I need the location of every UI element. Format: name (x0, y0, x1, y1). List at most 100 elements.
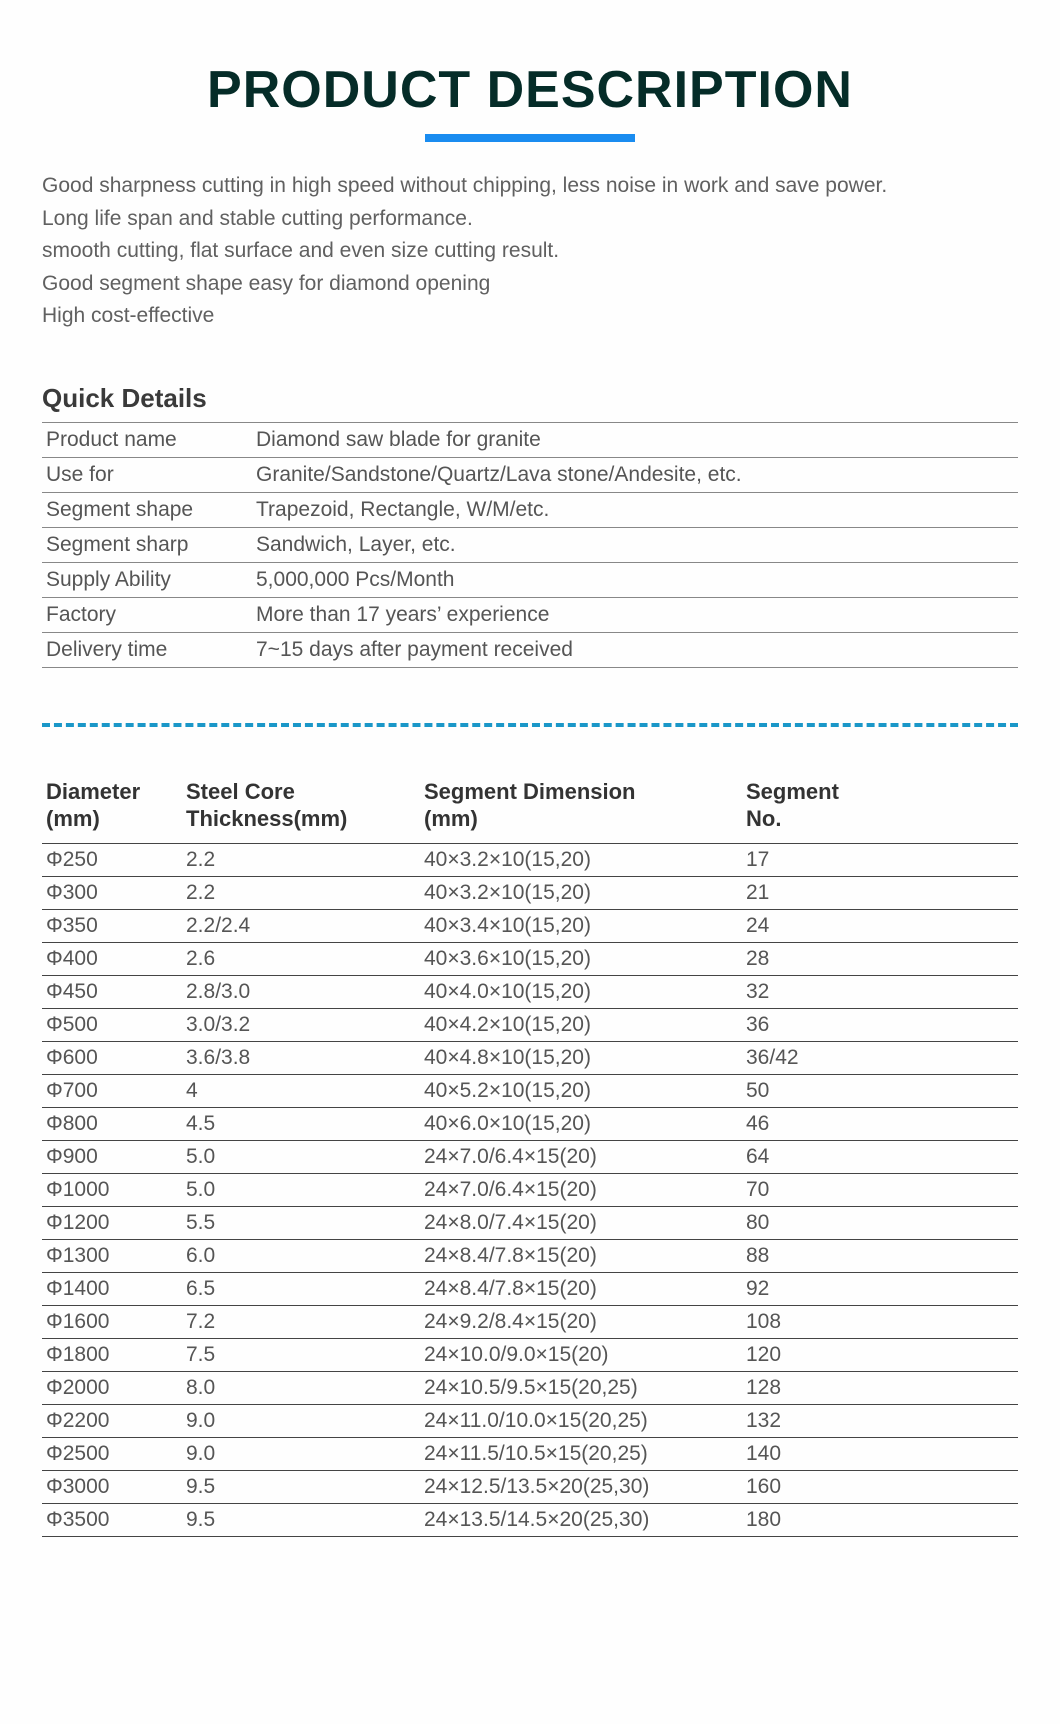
spec-cell-thickness: 6.5 (182, 1272, 412, 1305)
quick-details-value: 5,000,000 Pcs/Month (252, 562, 1018, 597)
spec-row: Φ4002.640×3.6×10(15,20)28 (42, 942, 1018, 975)
spec-header-diameter: Diameter(mm) (42, 772, 182, 844)
spec-cell-segdim: 40×4.0×10(15,20) (412, 975, 742, 1008)
spec-cell-segdim: 24×10.0/9.0×15(20) (412, 1338, 742, 1371)
description-block: Good sharpness cutting in high speed wit… (42, 170, 1018, 333)
spec-cell-segno: 21 (742, 876, 1018, 909)
quick-details-row: Use forGranite/Sandstone/Quartz/Lava sto… (42, 457, 1018, 492)
spec-cell-thickness: 2.6 (182, 942, 412, 975)
spec-cell-segno: 64 (742, 1140, 1018, 1173)
spec-cell-segno: 108 (742, 1305, 1018, 1338)
spec-row: Φ12005.524×8.0/7.4×15(20)80 (42, 1206, 1018, 1239)
spec-cell-diameter: Φ300 (42, 876, 182, 909)
spec-row: Φ25009.024×11.5/10.5×15(20,25)140 (42, 1437, 1018, 1470)
spec-header-row: Diameter(mm) Steel CoreThickness(mm) Seg… (42, 772, 1018, 844)
spec-cell-thickness: 4.5 (182, 1107, 412, 1140)
quick-details-table: Product nameDiamond saw blade for granit… (42, 422, 1018, 668)
spec-cell-segdim: 40×4.8×10(15,20) (412, 1041, 742, 1074)
quick-details-value: 7~15 days after payment received (252, 632, 1018, 667)
spec-row: Φ3002.240×3.2×10(15,20)21 (42, 876, 1018, 909)
spec-cell-thickness: 9.0 (182, 1404, 412, 1437)
spec-cell-thickness: 7.5 (182, 1338, 412, 1371)
spec-cell-segno: 80 (742, 1206, 1018, 1239)
quick-details-row: Segment sharpSandwich, Layer, etc. (42, 527, 1018, 562)
spec-cell-diameter: Φ3500 (42, 1503, 182, 1536)
quick-details-row: Segment shapeTrapezoid, Rectangle, W/M/e… (42, 492, 1018, 527)
spec-cell-thickness: 8.0 (182, 1371, 412, 1404)
spec-cell-diameter: Φ1000 (42, 1173, 182, 1206)
spec-cell-segdim: 24×12.5/13.5×20(25,30) (412, 1470, 742, 1503)
spec-cell-diameter: Φ350 (42, 909, 182, 942)
spec-cell-segdim: 24×8.4/7.8×15(20) (412, 1272, 742, 1305)
spec-cell-segdim: 24×11.5/10.5×15(20,25) (412, 1437, 742, 1470)
spec-header-thickness: Steel CoreThickness(mm) (182, 772, 412, 844)
spec-cell-segno: 36 (742, 1008, 1018, 1041)
spec-cell-segno: 50 (742, 1074, 1018, 1107)
spec-cell-diameter: Φ900 (42, 1140, 182, 1173)
spec-row: Φ30009.524×12.5/13.5×20(25,30)160 (42, 1470, 1018, 1503)
spec-row: Φ2502.240×3.2×10(15,20)17 (42, 843, 1018, 876)
spec-cell-diameter: Φ1800 (42, 1338, 182, 1371)
quick-details-row: Delivery time7~15 days after payment rec… (42, 632, 1018, 667)
spec-cell-segdim: 24×13.5/14.5×20(25,30) (412, 1503, 742, 1536)
spec-row: Φ8004.540×6.0×10(15,20)46 (42, 1107, 1018, 1140)
underline-wrap (0, 134, 1060, 142)
quick-details-value: Diamond saw blade for granite (252, 422, 1018, 457)
spec-cell-diameter: Φ800 (42, 1107, 182, 1140)
quick-details-row: Product nameDiamond saw blade for granit… (42, 422, 1018, 457)
page-title-block: PRODUCT DESCRIPTION (0, 0, 1060, 134)
spec-row: Φ4502.8/3.040×4.0×10(15,20)32 (42, 975, 1018, 1008)
quick-details-label: Segment sharp (42, 527, 252, 562)
quick-details-value: More than 17 years’ experience (252, 597, 1018, 632)
spec-cell-segno: 17 (742, 843, 1018, 876)
spec-cell-diameter: Φ1200 (42, 1206, 182, 1239)
spec-row: Φ20008.024×10.5/9.5×15(20,25)128 (42, 1371, 1018, 1404)
spec-cell-segno: 24 (742, 909, 1018, 942)
spec-row: Φ13006.024×8.4/7.8×15(20)88 (42, 1239, 1018, 1272)
spec-cell-segno: 28 (742, 942, 1018, 975)
spec-cell-segno: 88 (742, 1239, 1018, 1272)
spec-cell-segdim: 40×3.2×10(15,20) (412, 843, 742, 876)
quick-details-value: Granite/Sandstone/Quartz/Lava stone/Ande… (252, 457, 1018, 492)
spec-cell-thickness: 9.5 (182, 1470, 412, 1503)
spec-cell-segdim: 24×8.0/7.4×15(20) (412, 1206, 742, 1239)
spec-row: Φ3502.2/2.440×3.4×10(15,20)24 (42, 909, 1018, 942)
quick-details-label: Use for (42, 457, 252, 492)
spec-cell-diameter: Φ500 (42, 1008, 182, 1041)
description-line: High cost-effective (42, 300, 1018, 333)
spec-cell-segdim: 24×11.0/10.0×15(20,25) (412, 1404, 742, 1437)
spec-cell-segdim: 40×3.6×10(15,20) (412, 942, 742, 975)
description-line: Long life span and stable cutting perfor… (42, 203, 1018, 236)
spec-header-segdim: Segment Dimension (mm) (412, 772, 742, 844)
spec-cell-segno: 120 (742, 1338, 1018, 1371)
spec-cell-segdim: 24×10.5/9.5×15(20,25) (412, 1371, 742, 1404)
spec-row: Φ14006.524×8.4/7.8×15(20)92 (42, 1272, 1018, 1305)
title-underline (425, 134, 635, 142)
spec-cell-segno: 32 (742, 975, 1018, 1008)
spec-row: Φ10005.024×7.0/6.4×15(20)70 (42, 1173, 1018, 1206)
quick-details-value: Trapezoid, Rectangle, W/M/etc. (252, 492, 1018, 527)
description-line: Good sharpness cutting in high speed wit… (42, 170, 1018, 203)
spec-table: Diameter(mm) Steel CoreThickness(mm) Seg… (42, 772, 1018, 1537)
spec-cell-segno: 70 (742, 1173, 1018, 1206)
quick-details-row: Supply Ability5,000,000 Pcs/Month (42, 562, 1018, 597)
spec-cell-segdim: 24×8.4/7.8×15(20) (412, 1239, 742, 1272)
spec-cell-segdim: 40×4.2×10(15,20) (412, 1008, 742, 1041)
spec-row: Φ6003.6/3.840×4.8×10(15,20)36/42 (42, 1041, 1018, 1074)
spec-row: Φ700440×5.2×10(15,20)50 (42, 1074, 1018, 1107)
spec-cell-segno: 128 (742, 1371, 1018, 1404)
quick-details-heading: Quick Details (42, 383, 1018, 414)
spec-row: Φ16007.224×9.2/8.4×15(20)108 (42, 1305, 1018, 1338)
quick-details-label: Factory (42, 597, 252, 632)
quick-details-row: FactoryMore than 17 years’ experience (42, 597, 1018, 632)
spec-cell-thickness: 3.6/3.8 (182, 1041, 412, 1074)
spec-cell-diameter: Φ2500 (42, 1437, 182, 1470)
spec-cell-segdim: 24×7.0/6.4×15(20) (412, 1173, 742, 1206)
spec-cell-diameter: Φ250 (42, 843, 182, 876)
spec-cell-diameter: Φ600 (42, 1041, 182, 1074)
spec-cell-diameter: Φ3000 (42, 1470, 182, 1503)
quick-details-label: Product name (42, 422, 252, 457)
spec-cell-segdim: 40×6.0×10(15,20) (412, 1107, 742, 1140)
quick-details-label: Delivery time (42, 632, 252, 667)
spec-cell-segdim: 24×7.0/6.4×15(20) (412, 1140, 742, 1173)
